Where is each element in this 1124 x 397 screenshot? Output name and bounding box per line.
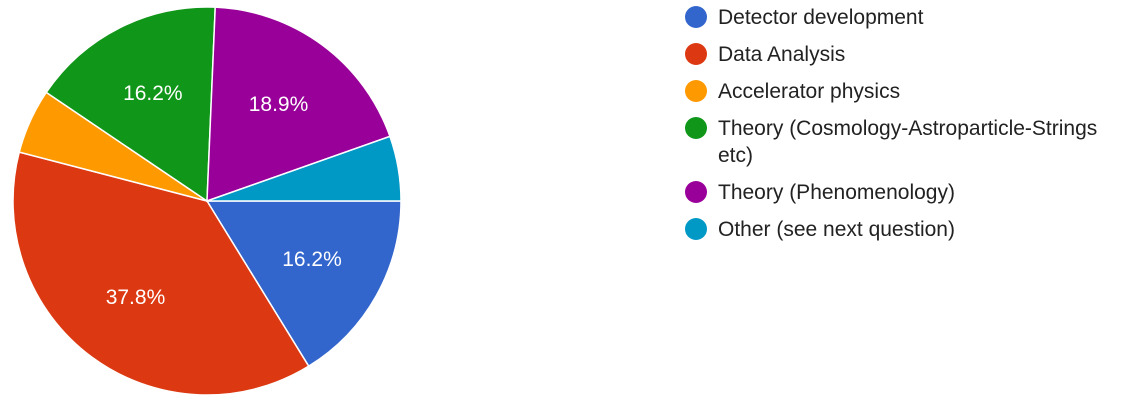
legend-label: Theory (Phenomenology) <box>718 181 955 204</box>
pie-slice <box>12 151 310 396</box>
slice-percent-label: 16.2% <box>123 82 183 105</box>
legend-label: Accelerator physics <box>718 80 901 103</box>
legend: Detector development Data Analysis Acceler… <box>685 4 1115 253</box>
pie-slice <box>206 135 402 202</box>
legend-item: Accelerator physics <box>685 78 1115 105</box>
pie-chart: 16.2% 37.8% 16.2% 18.9% <box>12 6 402 396</box>
slice-percent-label: 37.8% <box>106 286 166 309</box>
legend-label: Other (see next question) <box>718 218 955 241</box>
pie-slice <box>206 6 391 203</box>
legend-item: Theory (Phenomenology) <box>685 179 1115 206</box>
slice-percent-label: 16.2% <box>282 248 342 271</box>
legend-label: Detector development <box>718 6 924 29</box>
pie-slice <box>205 200 402 368</box>
legend-swatch <box>685 6 707 28</box>
legend-item: Theory (Cosmology-Astroparticle-Strings … <box>685 115 1115 169</box>
legend-swatch <box>685 117 707 139</box>
legend-item: Other (see next question) <box>685 216 1115 243</box>
legend-item: Data Analysis <box>685 41 1115 68</box>
pie-slice <box>45 6 217 203</box>
legend-swatch <box>685 43 707 65</box>
legend-label: Theory (Cosmology-Astroparticle-Strings … <box>718 117 1098 167</box>
slice-percent-label: 18.9% <box>249 93 309 116</box>
legend-item: Detector development <box>685 4 1115 31</box>
legend-swatch <box>685 80 707 102</box>
legend-swatch <box>685 181 707 203</box>
legend-label: Data Analysis <box>718 43 846 66</box>
legend-swatch <box>685 218 707 240</box>
